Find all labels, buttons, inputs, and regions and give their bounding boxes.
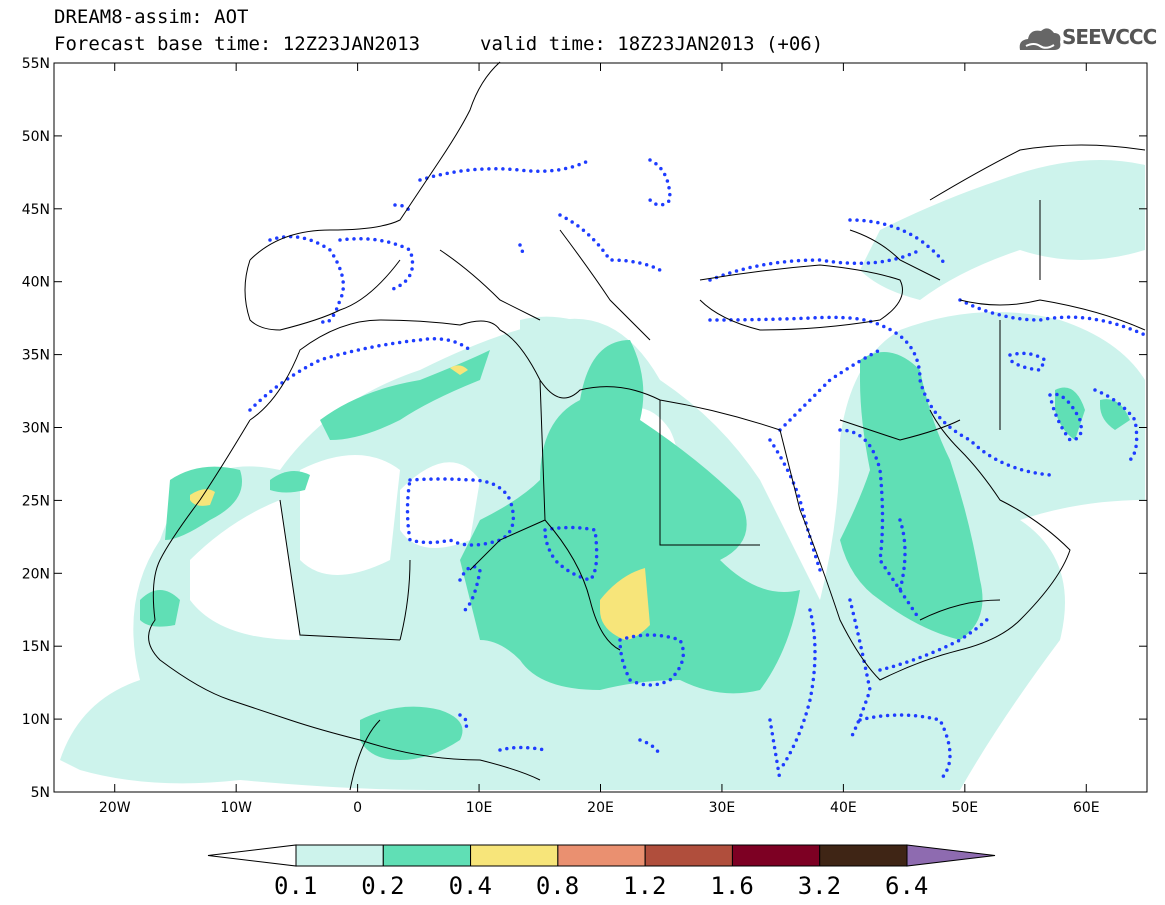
colorbar-segment <box>644 844 733 867</box>
lon-label-30E: 30E <box>709 800 736 816</box>
cloud-logo-icon <box>1019 28 1061 50</box>
aot-clear-areas <box>190 407 678 640</box>
colorbar-tick-label: 0.2 <box>361 872 405 900</box>
colorbar-tick-label: 1.2 <box>623 872 667 900</box>
lon-label-0: 0 <box>353 800 362 816</box>
lat-label-30N: 30N <box>22 421 50 437</box>
title-valid-time: valid time: 18Z23JAN2013 (+06) <box>480 33 824 55</box>
colorbar-tick-label: 1.6 <box>710 872 754 900</box>
colorbar-tick-label: 3.2 <box>797 872 842 900</box>
lat-label-15N: 15N <box>22 639 50 655</box>
title-base-time: Forecast base time: 12Z23JAN2013 <box>54 33 421 55</box>
colorbar-over <box>906 844 996 867</box>
aot-fill-high <box>190 365 650 640</box>
lat-label-20N: 20N <box>22 566 50 582</box>
lat-label-25N: 25N <box>22 493 50 509</box>
colorbar-segment <box>819 844 908 867</box>
latitude-axis: 55N 50N 45N 40N 35N 30N 25N 20N 15N 10N 5N <box>22 56 1147 801</box>
colorbar-segment <box>557 844 646 867</box>
lat-label-35N: 35N <box>22 348 50 364</box>
map-boundaries <box>148 61 1146 791</box>
colorbar <box>207 844 996 867</box>
colorbar-segment <box>382 844 472 867</box>
lat-label-50N: 50N <box>22 129 50 145</box>
lon-label-40E: 40E <box>830 800 857 816</box>
colorbar-under <box>207 844 297 867</box>
colorbar-segment <box>731 844 821 867</box>
lon-label-10E: 10E <box>466 800 493 816</box>
colorbar-tick-label: 0.4 <box>448 872 492 900</box>
title-variable: DREAM8-assim: AOT <box>54 6 249 28</box>
lat-label-5N: 5N <box>31 785 50 801</box>
colorbar-segment <box>295 844 384 867</box>
logo-text: SEEVCCC <box>1062 25 1157 49</box>
colorbar-segment <box>470 844 559 867</box>
aot-fill-mid <box>140 340 1130 760</box>
lat-label-55N: 55N <box>22 56 50 72</box>
longitude-axis: 20W 10W 0 10E 20E 30E 40E 50E 60E <box>99 63 1100 816</box>
lon-label-20W: 20W <box>99 800 131 816</box>
lat-label-45N: 45N <box>22 202 50 218</box>
lon-label-50E: 50E <box>951 800 978 816</box>
colorbar-tick-label: 0.8 <box>535 872 580 900</box>
lon-label-20E: 20E <box>587 800 614 816</box>
colorbar-tick-label: 6.4 <box>885 872 929 900</box>
lat-label-40N: 40N <box>22 275 50 291</box>
lat-label-10N: 10N <box>22 712 50 728</box>
lon-label-60E: 60E <box>1073 800 1100 816</box>
lon-label-10W: 10W <box>220 800 252 816</box>
colorbar-tick-label: 0.1 <box>274 872 318 900</box>
